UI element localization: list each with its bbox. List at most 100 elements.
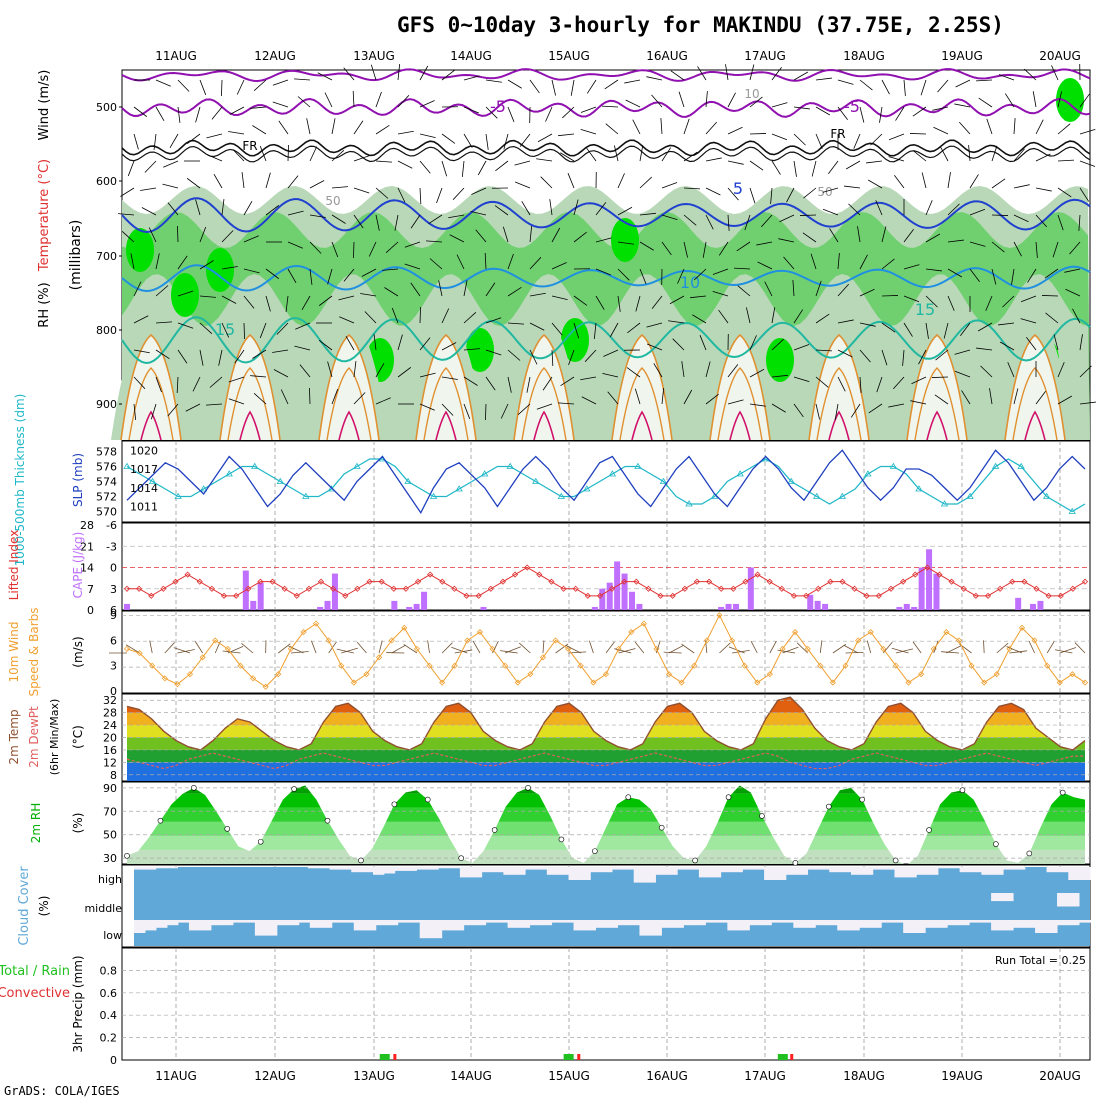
cloud-gap (699, 867, 710, 877)
cloud-gap (601, 867, 612, 872)
li-tick: 3 (110, 583, 117, 596)
rh-point (659, 825, 664, 830)
cloud-gap (384, 867, 395, 874)
cloud-gap (1035, 920, 1046, 933)
cloud-gap (753, 867, 764, 870)
precip-conv-bar (393, 1054, 396, 1060)
rh-band (122, 850, 1090, 864)
wind-barb (800, 215, 816, 216)
precip-tick: 0.2 (100, 1032, 118, 1045)
cloud-gap (892, 920, 903, 923)
cape-bar (414, 604, 420, 610)
cloud-gap (471, 867, 482, 877)
cloud-gap (903, 920, 914, 933)
cape-tick: 0 (87, 604, 94, 617)
rh-point (960, 788, 965, 793)
li-tick: -3 (106, 540, 117, 553)
cloud-gap (319, 867, 330, 868)
cloud-gap (590, 867, 601, 872)
cloud-gap (1024, 920, 1035, 928)
thickness-tick: 570 (96, 506, 117, 519)
date-label-bottom: 14AUG (450, 1069, 492, 1083)
cape-bar (911, 607, 917, 610)
rh-tick: 90 (103, 782, 117, 795)
cloud-gap (732, 867, 743, 872)
label-cloud: Cloud Cover (17, 866, 32, 946)
cloud-gap (793, 920, 804, 928)
cloud-gap (1057, 867, 1068, 872)
label-cape: CAPE (J/kg) (71, 532, 85, 599)
cloud-gap (705, 920, 716, 923)
cloud-gap (482, 867, 493, 872)
rh-point (358, 858, 363, 863)
rh-point (225, 826, 230, 831)
cloud-gap (1046, 920, 1057, 933)
cloud-gap (829, 867, 840, 872)
rh-point (191, 785, 196, 790)
cloud-gap (354, 920, 365, 930)
rh-tick: 70 (103, 805, 117, 818)
cloud-gap (596, 920, 607, 928)
rh-band (122, 822, 1090, 836)
pressure-tick: 600 (96, 175, 117, 188)
wind-barb (309, 388, 310, 404)
rh-bright-blob (766, 338, 794, 382)
pressure-tick: 500 (96, 101, 117, 114)
cloud-gap (971, 867, 982, 872)
rh-point (425, 797, 430, 802)
label-wind10: 10m Wind (7, 622, 21, 683)
cloud-gap (574, 920, 585, 930)
wind10-barb (941, 652, 959, 653)
temp-tick: 12 (103, 756, 117, 769)
cloud-gap (623, 867, 634, 870)
date-label-bottom: 16AUG (646, 1069, 688, 1083)
wind-barb (932, 377, 948, 378)
wind10-tick: 6 (110, 634, 117, 647)
cape-bar (421, 592, 427, 610)
wind-barb (1042, 295, 1058, 296)
panel-frame-slp (122, 441, 1090, 522)
cloud-gap (406, 867, 417, 871)
cloud-gap (786, 867, 797, 875)
thickness-tick: 576 (96, 461, 117, 474)
cape-bar (124, 604, 130, 610)
cloud-gap (1047, 867, 1058, 872)
cloud-gap (525, 867, 536, 870)
cloud-gap (677, 867, 688, 870)
cloud-gap (650, 920, 661, 936)
rh-band (122, 836, 1090, 850)
cloud-gap (1002, 893, 1013, 901)
cloud-level-label: middle (84, 902, 122, 915)
cloud-gap (991, 893, 1002, 901)
cloud-gap (1002, 920, 1013, 930)
label-dewpt: 2m DewPt (27, 706, 41, 768)
wind10-tick: 3 (110, 660, 117, 673)
slp-tick: 1020 (130, 444, 158, 457)
cloud-gap (310, 920, 321, 928)
cloud-gap (266, 920, 277, 936)
cloud-gap (519, 920, 530, 928)
cape-bar (807, 595, 813, 610)
temp-tick: 32 (103, 694, 117, 707)
cloud-gap (145, 867, 156, 870)
wind-barb (992, 215, 1008, 216)
rh-point (258, 839, 263, 844)
rh-point (860, 797, 865, 802)
date-label-top: 13AUG (353, 49, 395, 63)
cloud-gap (645, 867, 656, 883)
cloud-gap (398, 920, 409, 923)
cloud-gap (837, 920, 848, 930)
rh-point (726, 795, 731, 800)
cloud-gap (343, 920, 354, 923)
cloud-gap (894, 867, 905, 877)
cloud-gap (508, 920, 519, 928)
cloud-gap (862, 867, 873, 875)
cloud-gap (330, 867, 341, 870)
cloud-gap (541, 920, 552, 925)
rh-tick: 30 (103, 852, 117, 865)
cloud-gap (449, 867, 460, 868)
cloud-gap (387, 920, 398, 925)
cloud-level-label: high (98, 873, 122, 886)
cloud-gap (634, 867, 645, 883)
